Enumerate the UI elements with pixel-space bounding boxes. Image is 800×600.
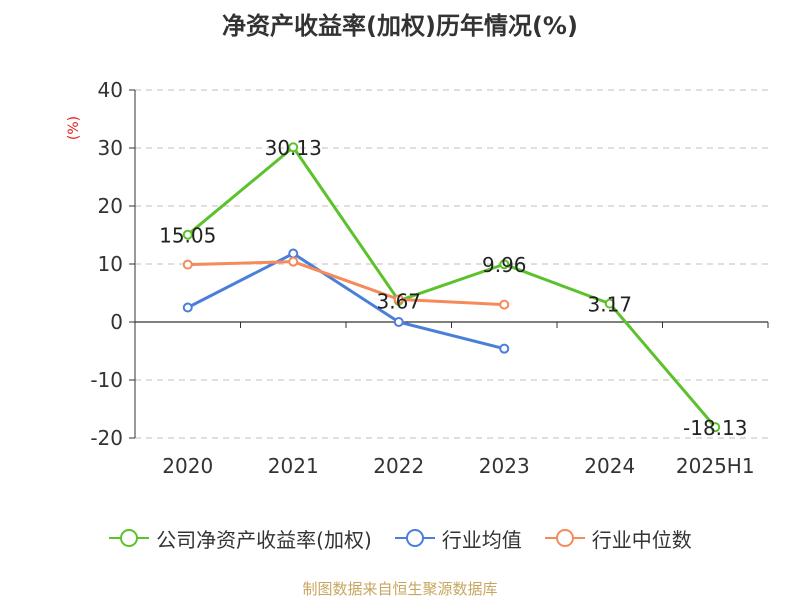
data-label: 3.17	[587, 293, 632, 317]
data-point	[182, 302, 193, 313]
x-tick-label: 2020	[162, 454, 213, 478]
data-point	[499, 299, 510, 310]
legend-item-industry-median[interactable]: 行业中位数	[544, 524, 692, 553]
x-tick-label: 2021	[268, 454, 319, 478]
legend-line-circle-icon	[394, 529, 435, 547]
legend-line-circle-icon	[544, 529, 585, 547]
data-label: -18.13	[683, 416, 747, 440]
y-tick-label: 30	[98, 136, 123, 160]
data-point	[182, 259, 193, 270]
series-line	[187, 260, 505, 307]
legend-line-circle-icon	[109, 529, 150, 547]
legend-label: 行业均值	[441, 527, 522, 552]
chart-title: 净资产收益率(加权)历年情况(%)	[222, 12, 578, 40]
y-tick-label: 40	[98, 78, 123, 102]
series-line	[187, 252, 505, 351]
legend-item-industry-mean[interactable]: 行业均值	[394, 524, 522, 553]
data-label: 3.67	[376, 290, 421, 314]
y-tick-label: 0	[110, 310, 123, 334]
data-label-layer: 15.05 30.13 3.67 9.96 3.17 -18.13	[159, 136, 747, 440]
y-tick-label: 20	[98, 194, 123, 218]
y-tick-label: -20	[90, 426, 123, 450]
x-tick-label: 2023	[479, 454, 530, 478]
data-point	[499, 343, 510, 354]
data-point	[393, 317, 404, 327]
data-point	[710, 422, 721, 433]
x-tick-label: 2024	[584, 454, 635, 478]
data-label: 15.05	[159, 224, 216, 248]
legend-label: 行业中位数	[591, 527, 692, 552]
axis-layer: 40 30 20 10 0 -10 -20 2020 2021 2022 2023 2024 2025H…	[66, 78, 769, 478]
legend-label: 公司净资产收益率(加权)	[156, 527, 372, 552]
x-tick-label: 2025H1	[676, 454, 755, 478]
y-tick-label: -10	[90, 368, 123, 392]
data-point	[499, 259, 510, 270]
y-tick-label: 10	[98, 252, 123, 276]
data-point	[288, 142, 299, 153]
series-layer	[182, 142, 721, 433]
data-point	[604, 298, 615, 309]
data-point	[393, 294, 404, 305]
data-point	[288, 256, 299, 267]
legend-item-company[interactable]: 公司净资产收益率(加权)	[108, 524, 372, 553]
data-label: 30.13	[265, 136, 322, 160]
y-axis-label: (%)	[66, 116, 82, 140]
data-point	[288, 248, 299, 259]
source-note: 制图数据来自恒生聚源数据库	[302, 580, 498, 598]
legend: 公司净资产收益率(加权) 行业均值 行业中位数	[0, 518, 800, 558]
data-point	[182, 229, 193, 240]
x-tick-label: 2022	[373, 454, 424, 478]
data-label: 9.96	[482, 253, 527, 277]
series-line	[186, 145, 717, 429]
